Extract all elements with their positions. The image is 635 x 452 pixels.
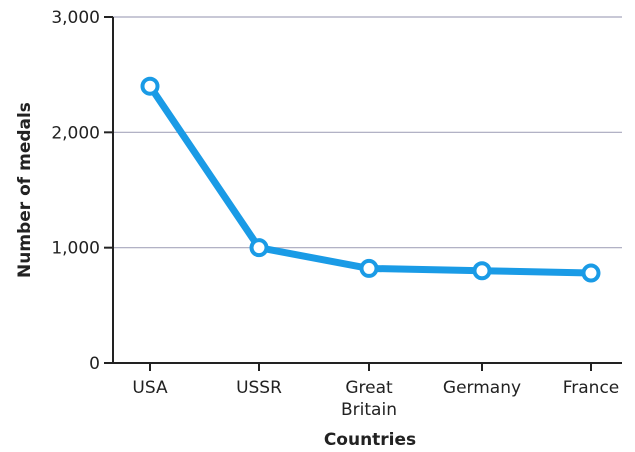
x-tick-label-4: France bbox=[563, 378, 620, 398]
x-tick-label-2: Great Britain bbox=[341, 378, 397, 420]
data-point-usa bbox=[140, 76, 160, 96]
y-axis-title: Number of medals bbox=[15, 102, 35, 278]
axes bbox=[112, 17, 622, 364]
gridlines bbox=[113, 16, 622, 249]
y-tick-label-1: 1,000 bbox=[51, 239, 100, 259]
x-tick-label-0: USA bbox=[132, 378, 168, 398]
x-tick-label-1: USSR bbox=[236, 378, 282, 398]
x-tick-labels: USA USSR Great Britain Germany France bbox=[132, 363, 619, 420]
y-ticks: 0 1,000 2,000 3,000 bbox=[51, 8, 113, 374]
y-tick-label-2: 2,000 bbox=[51, 123, 100, 143]
data-point-germany bbox=[472, 261, 492, 281]
y-tick-label-0: 0 bbox=[89, 354, 100, 374]
data-point-great-britain bbox=[359, 258, 379, 278]
x-axis-title: Countries bbox=[324, 430, 416, 450]
series-line-0 bbox=[146, 82, 595, 277]
y-tick-label-3: 3,000 bbox=[51, 8, 100, 28]
data-point-ussr bbox=[249, 238, 269, 258]
data-point-france bbox=[581, 263, 601, 283]
data-series bbox=[140, 76, 601, 283]
x-tick-label-3: Germany bbox=[443, 378, 521, 398]
